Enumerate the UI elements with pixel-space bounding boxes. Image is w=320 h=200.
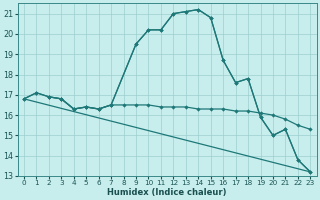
X-axis label: Humidex (Indice chaleur): Humidex (Indice chaleur) [108, 188, 227, 197]
